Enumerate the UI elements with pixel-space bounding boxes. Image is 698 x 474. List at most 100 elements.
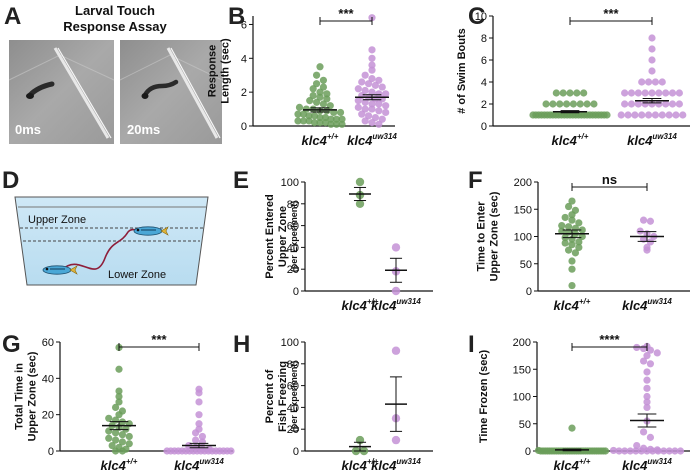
data-point-mut [643,376,651,384]
data-point-wt [601,447,610,455]
y-axis-label-h: Percent of Fish Freezing (per Experiment) [264,361,299,433]
data-point-mut [644,78,653,86]
data-point-mut [643,368,651,376]
x-label-mut-c: klc4uw314 [627,132,677,148]
data-point-mut [382,108,390,117]
y-axis-label-b: Response Length (sec) [207,38,232,104]
data-point-mut [195,398,203,406]
data-point-wt [575,238,583,246]
panel-letter-a: A [4,3,21,30]
data-point-mut [624,111,632,119]
data-point-wt [115,411,123,419]
data-point-mut [648,56,656,64]
data-point-mut [634,89,642,97]
data-point-mut [665,447,673,455]
data-point-mut [382,90,390,98]
data-point-mut [368,75,376,83]
data-point-wt [327,120,335,128]
sig-label-f: ns [602,172,617,187]
chart-c: 0 2 4 6 8 10 # of Swim Bouts klc4+/+ klc4uw314 **… [456,6,690,148]
y-tick-label: 20 [287,264,299,276]
y-tick-label: 0 [293,446,299,458]
data-point-mut [621,447,629,455]
data-point-wt [549,100,557,108]
data-point-mut [654,447,662,455]
data-point-wt [564,223,573,231]
data-point-mut [662,100,670,108]
data-point-wt [323,95,331,103]
y-tick-label: 0 [293,286,299,298]
data-point-mut [354,85,362,93]
y-axis-label-i: Time Frozen (sec) [478,350,490,444]
data-point-wt [562,100,571,108]
data-point-wt [542,100,550,108]
data-point-wt [338,115,346,123]
data-point-wt [355,177,365,187]
x-label-wt-h: klc4+/+ [342,457,379,473]
data-point-mut [198,432,207,441]
data-point-wt [115,392,123,401]
x-label-mut-h: klc4uw314 [371,457,421,473]
y-tick-label: 4 [241,53,247,65]
y-label-sub: (per Experiment) [289,201,299,273]
data-point-wt [316,88,324,96]
data-point-mut [643,392,651,401]
panel-letter-d: D [2,167,19,194]
data-point-mut [662,89,670,97]
data-point-mut [371,81,380,89]
panel-letter-c: C [468,3,485,30]
data-point-mut [391,243,401,252]
data-point-mut [382,102,390,110]
data-point-mut [633,441,641,450]
data-point-mut [636,227,644,235]
data-point-wt [575,219,583,227]
data-point-wt [569,100,578,108]
data-point-mut [375,90,383,98]
panel-a-title-line1: Larval Touch [75,3,155,18]
data-point-wt [568,216,576,224]
data-point-wt [105,434,113,442]
sig-label-g: *** [151,332,167,347]
data-point-mut [641,100,649,108]
data-point-mut [648,45,656,53]
panel-d-schematic: Upper Zone Lower Zone [14,196,209,286]
data-point-wt [108,441,116,450]
data-point-wt [603,111,611,119]
data-point-wt [568,211,576,219]
x-label-wt-i: klc4+/+ [554,457,591,473]
data-point-mut [658,78,666,86]
x-label-wt-b: klc4+/+ [302,132,339,148]
y-tick-label: 40 [42,373,54,385]
data-point-mut [368,46,376,54]
data-point-wt [306,97,314,105]
data-point-wt [327,115,335,123]
data-point-mut [648,100,656,108]
data-point-mut [375,76,383,84]
data-point-wt [118,447,127,455]
data-point-mut [364,80,373,88]
data-point-mut [378,83,386,91]
data-point-mut [354,97,362,105]
data-point-wt [564,246,573,254]
data-point-mut [643,398,651,406]
data-point-wt [590,100,598,108]
y-label-line: Fish Freezing [277,361,289,432]
panel-a-title-line2: Response Assay [63,19,167,34]
data-point-wt [568,241,576,249]
data-point-wt [336,108,345,117]
y-tick-label: 100 [281,337,299,349]
panel-letter-e: E [233,167,249,194]
data-point-mut [375,120,383,128]
y-label-line: Time to Enter [476,201,488,272]
data-point-mut [646,433,655,441]
panel-letter-f: F [468,167,483,194]
y-tick-label: 2 [481,99,487,111]
data-point-mut [648,89,656,97]
y-label-line: Length (sec) [220,38,232,104]
data-point-wt [561,213,569,222]
y-axis-label-c: # of Swim Bouts [456,28,468,114]
y-tick-label: 200 [514,177,532,189]
data-point-wt [355,199,365,208]
data-point-mut [368,105,376,113]
data-point-wt [580,89,588,97]
